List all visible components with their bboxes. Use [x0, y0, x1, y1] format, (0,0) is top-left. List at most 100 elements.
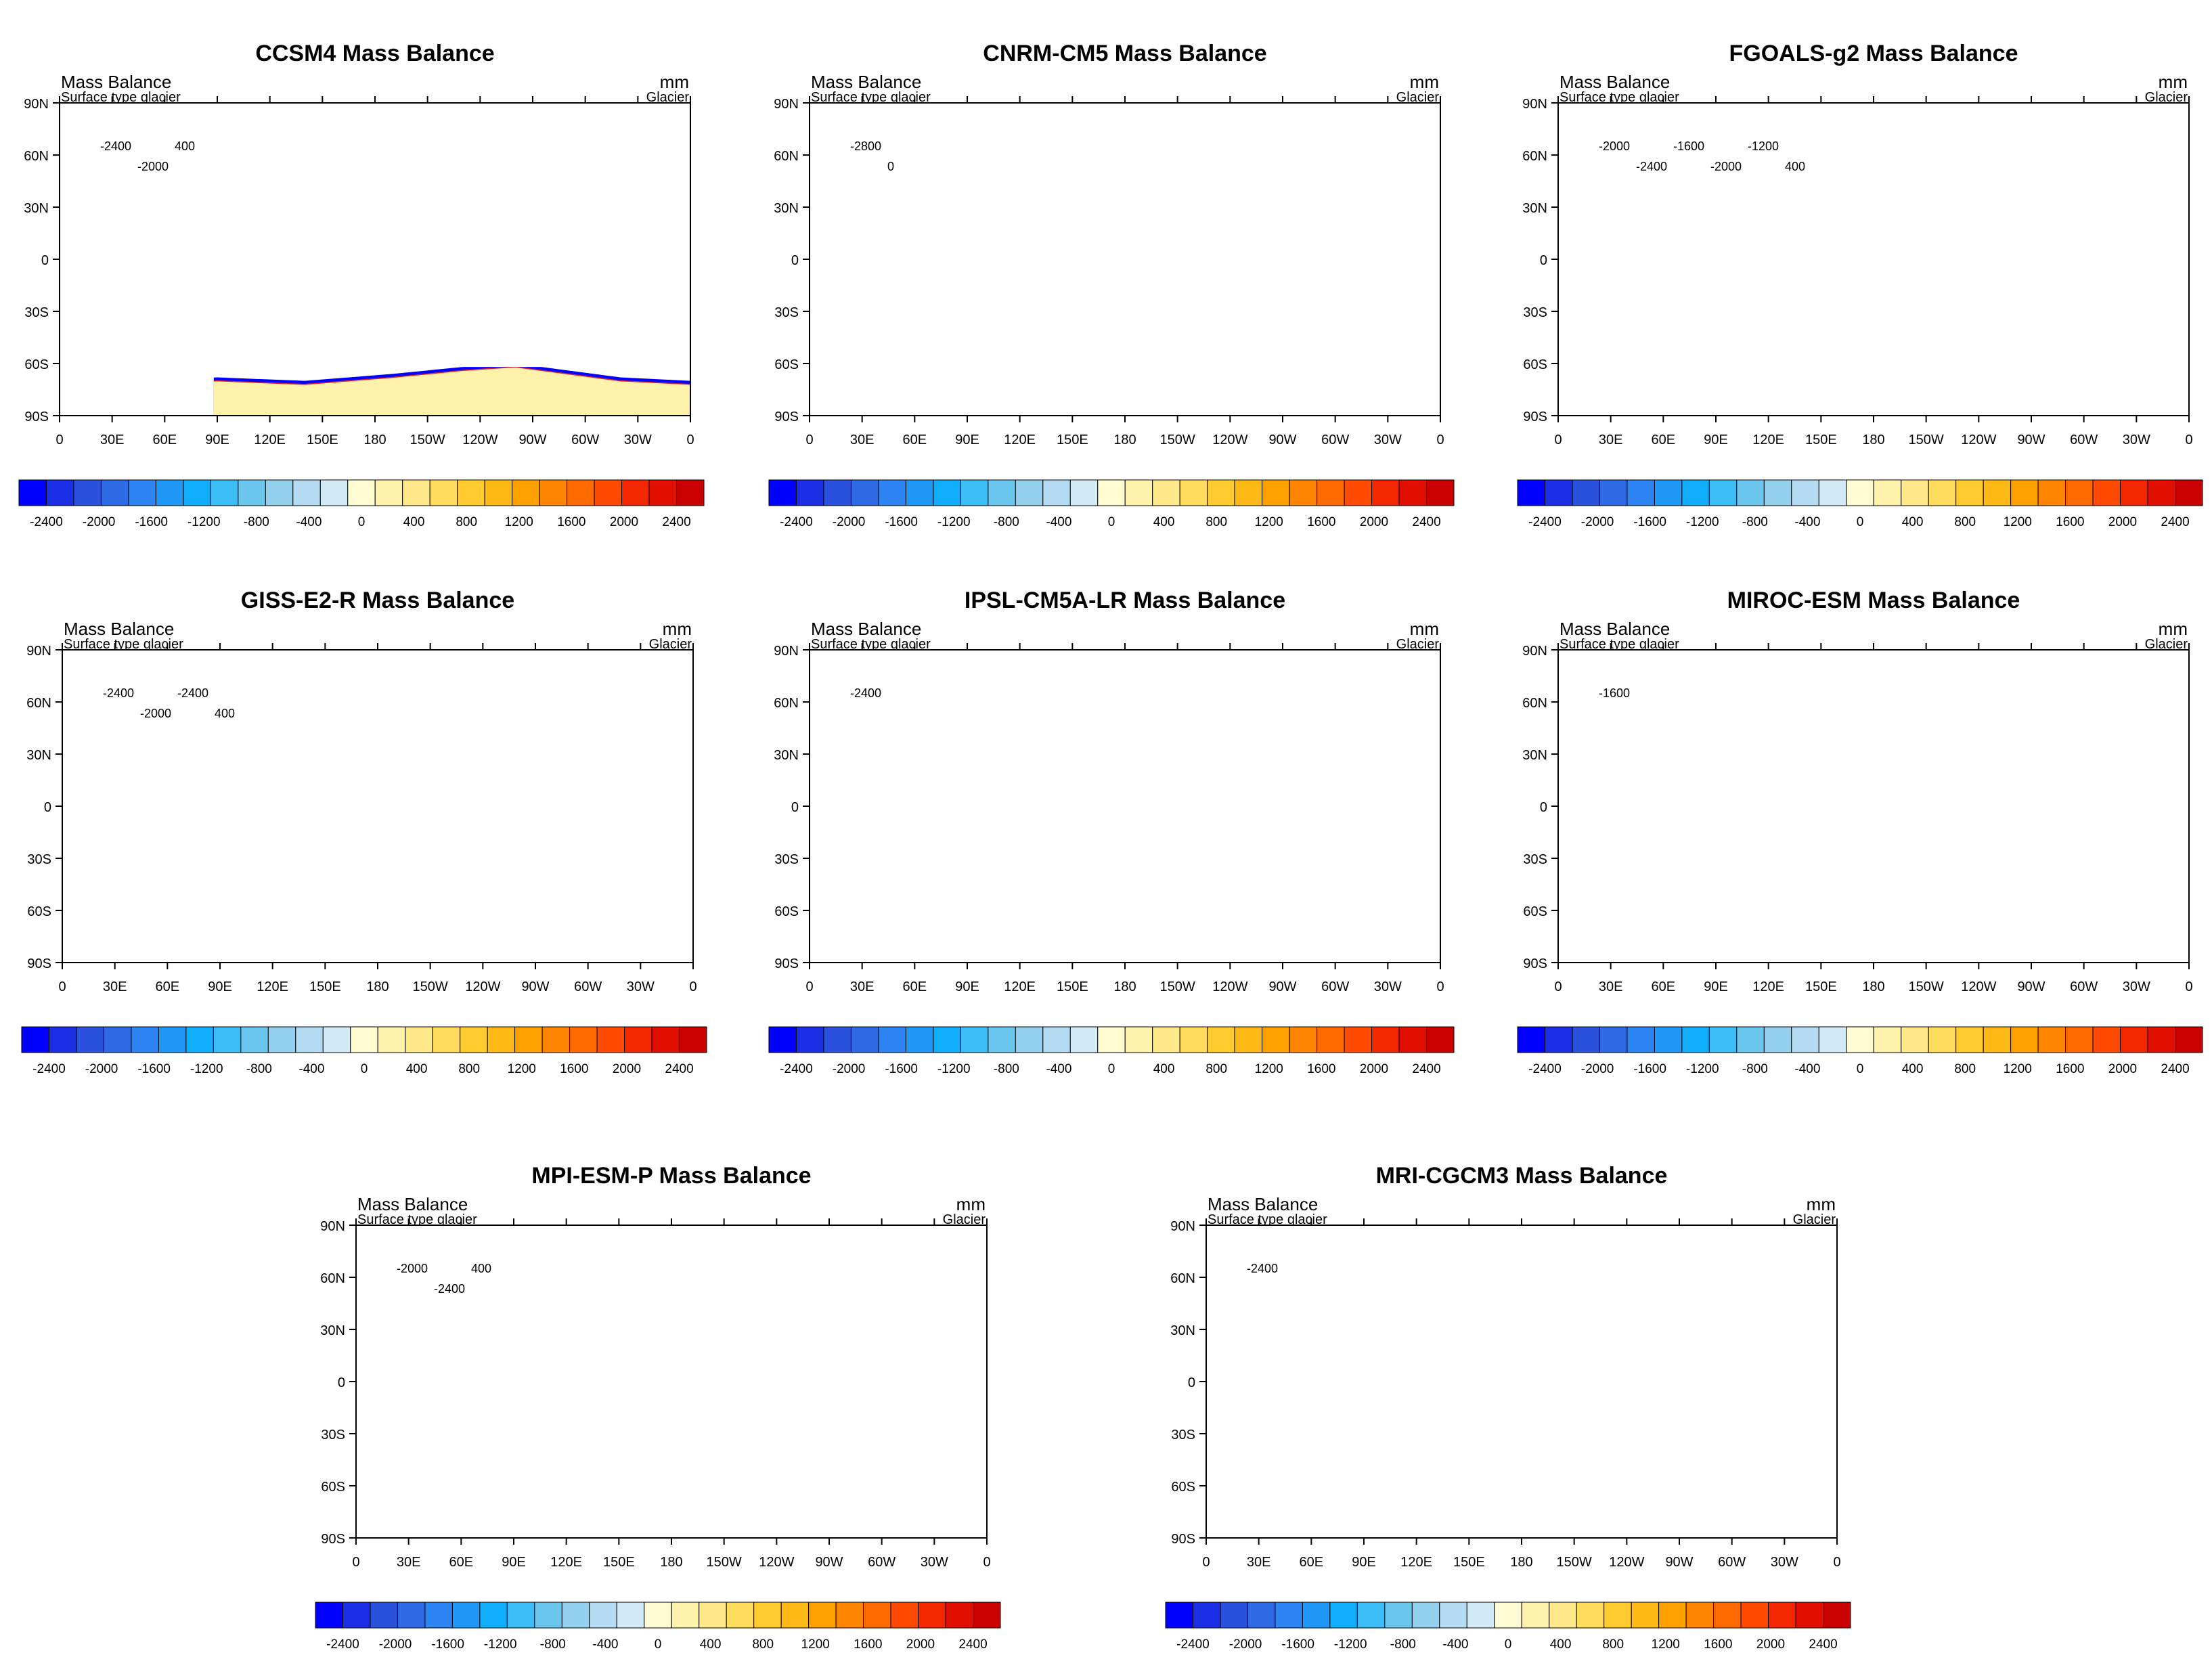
lon-tick-label: 0	[352, 1555, 359, 1570]
colorbar-box	[1247, 1602, 1276, 1629]
colorbar-label: 2400	[958, 1637, 987, 1652]
colorbar: -2400 -2000 -1600 -1200 -800 -400 0 400 800 1200 1…	[1517, 1026, 2203, 1076]
colorbar-box	[1439, 1602, 1467, 1629]
colorbar-box	[808, 1602, 837, 1629]
colorbar-box	[2037, 1026, 2066, 1053]
colorbar-box	[21, 1026, 49, 1053]
colorbar-label: 2000	[610, 515, 638, 529]
colorbar-box	[2065, 479, 2094, 506]
colorbar-box	[1818, 1026, 1847, 1053]
map-panel: FGOALS-g2 Mass Balance Mass BalanceSurfac…	[1517, 41, 2203, 529]
lat-tick-label: 60N	[1522, 696, 1547, 711]
colorbar: -2400 -2000 -1600 -1200 -800 -400 0 400 800 1200 1…	[1517, 479, 2203, 529]
units-label: mm	[956, 1194, 986, 1214]
colorbar-box	[835, 1602, 864, 1629]
colorbar-label: 2000	[613, 1062, 641, 1076]
colorbar-label: -2000	[1581, 515, 1614, 529]
colorbar-box	[183, 479, 211, 506]
lon-tick-label: 30E	[850, 979, 875, 994]
colorbar-box	[1097, 479, 1126, 506]
lon-tick-label: 120W	[462, 433, 497, 447]
colorbar-box	[945, 1602, 974, 1629]
lon-tick-label: 0	[1833, 1555, 1840, 1570]
colorbar-box	[1152, 1026, 1180, 1053]
variable-label: Mass Balance	[357, 1194, 468, 1214]
colorbar-label: -2400	[326, 1637, 359, 1652]
lon-tick-label: 0	[689, 979, 696, 994]
lat-tick-label: 90S	[1171, 1532, 1195, 1547]
lon-tick-label: 120W	[759, 1555, 794, 1570]
colorbar-label: 2000	[2108, 1062, 2137, 1076]
lon-tick-label: 30W	[627, 979, 655, 994]
colorbar-box	[1234, 1026, 1263, 1053]
colorbar-label: 1600	[2056, 515, 2084, 529]
colorbar-box	[1220, 1602, 1248, 1629]
lon-tick-label: 30W	[624, 433, 652, 447]
contour-label: -2800	[850, 139, 881, 153]
colorbar-box	[73, 479, 102, 506]
lon-tick-label: 0	[58, 979, 66, 994]
colorbar-label: 400	[403, 515, 425, 529]
colorbar-label: 1600	[557, 515, 585, 529]
lat-tick-label: 0	[41, 253, 49, 268]
lon-tick-label: 150W	[410, 433, 445, 447]
lat-tick-label: 30S	[1523, 305, 1547, 320]
colorbar-box	[1654, 1026, 1683, 1053]
units-sub-label: Glacier	[1793, 1212, 1836, 1227]
colorbar-box	[624, 1026, 652, 1053]
colorbar-box	[569, 1026, 598, 1053]
lon-tick-label: 60W	[1321, 979, 1349, 994]
colorbar-label: -2400	[780, 1062, 813, 1076]
colorbar-box	[1736, 479, 1765, 506]
contour-label: -2400	[177, 686, 208, 700]
colorbar-label: -400	[298, 1062, 324, 1076]
colorbar-label: 2000	[1360, 515, 1388, 529]
colorbar-box	[1426, 479, 1455, 506]
colorbar-box	[1627, 1026, 1655, 1053]
colorbar-box	[1549, 1602, 1577, 1629]
contour-label: -2400	[103, 686, 134, 700]
colorbar-box	[1124, 1026, 1153, 1053]
lon-tick-label: 120W	[1609, 1555, 1644, 1570]
colorbar-label: 2400	[665, 1062, 693, 1076]
lon-tick-label: 0	[983, 1555, 990, 1570]
map-area	[810, 650, 1440, 963]
colorbar-box	[2120, 479, 2148, 506]
lon-tick-label: 120W	[465, 979, 500, 994]
colorbar-label: -1200	[937, 515, 971, 529]
lon-tick-label: 120E	[1752, 979, 1784, 994]
lon-tick-label: 180	[1113, 979, 1136, 994]
colorbar-box	[850, 479, 879, 506]
lon-tick-label: 0	[1554, 979, 1562, 994]
colorbar-box	[753, 1602, 782, 1629]
contour-label: -2000	[140, 707, 171, 720]
colorbar-box	[1795, 1602, 1824, 1629]
lon-tick-label: 60E	[153, 433, 177, 447]
lat-tick-label: 90N	[24, 97, 49, 112]
colorbar-label: -400	[1046, 515, 1071, 529]
colorbar-label: 2400	[1412, 1062, 1440, 1076]
colorbar-box	[1329, 1602, 1358, 1629]
lon-tick-label: 90W	[1665, 1555, 1693, 1570]
lon-tick-label: 30W	[1374, 433, 1402, 447]
colorbar-label: -400	[1046, 1062, 1071, 1076]
units-label: mm	[2159, 72, 2188, 92]
lon-tick-label: 90E	[1352, 1555, 1376, 1570]
colorbar-label: -2000	[379, 1637, 412, 1652]
colorbar-label: -2400	[1528, 1062, 1562, 1076]
colorbar-box	[1262, 479, 1290, 506]
lon-tick-label: 0	[805, 433, 813, 447]
colorbar-box	[823, 1026, 851, 1053]
colorbar: -2400 -2000 -1600 -1200 -800 -400 0 400 800 1200 1…	[1165, 1602, 1851, 1652]
colorbar-box	[1317, 479, 1345, 506]
lat-tick-label: 0	[1540, 253, 1547, 268]
colorbar-box	[1681, 479, 1710, 506]
lon-tick-label: 120E	[550, 1555, 582, 1570]
colorbar-box	[1179, 1026, 1208, 1053]
lon-tick-label: 60W	[574, 979, 602, 994]
colorbar-label: 2000	[1756, 1637, 1785, 1652]
colorbar-box	[1234, 479, 1263, 506]
contour-label: -2400	[1247, 1262, 1278, 1275]
colorbar-box	[1069, 479, 1099, 506]
